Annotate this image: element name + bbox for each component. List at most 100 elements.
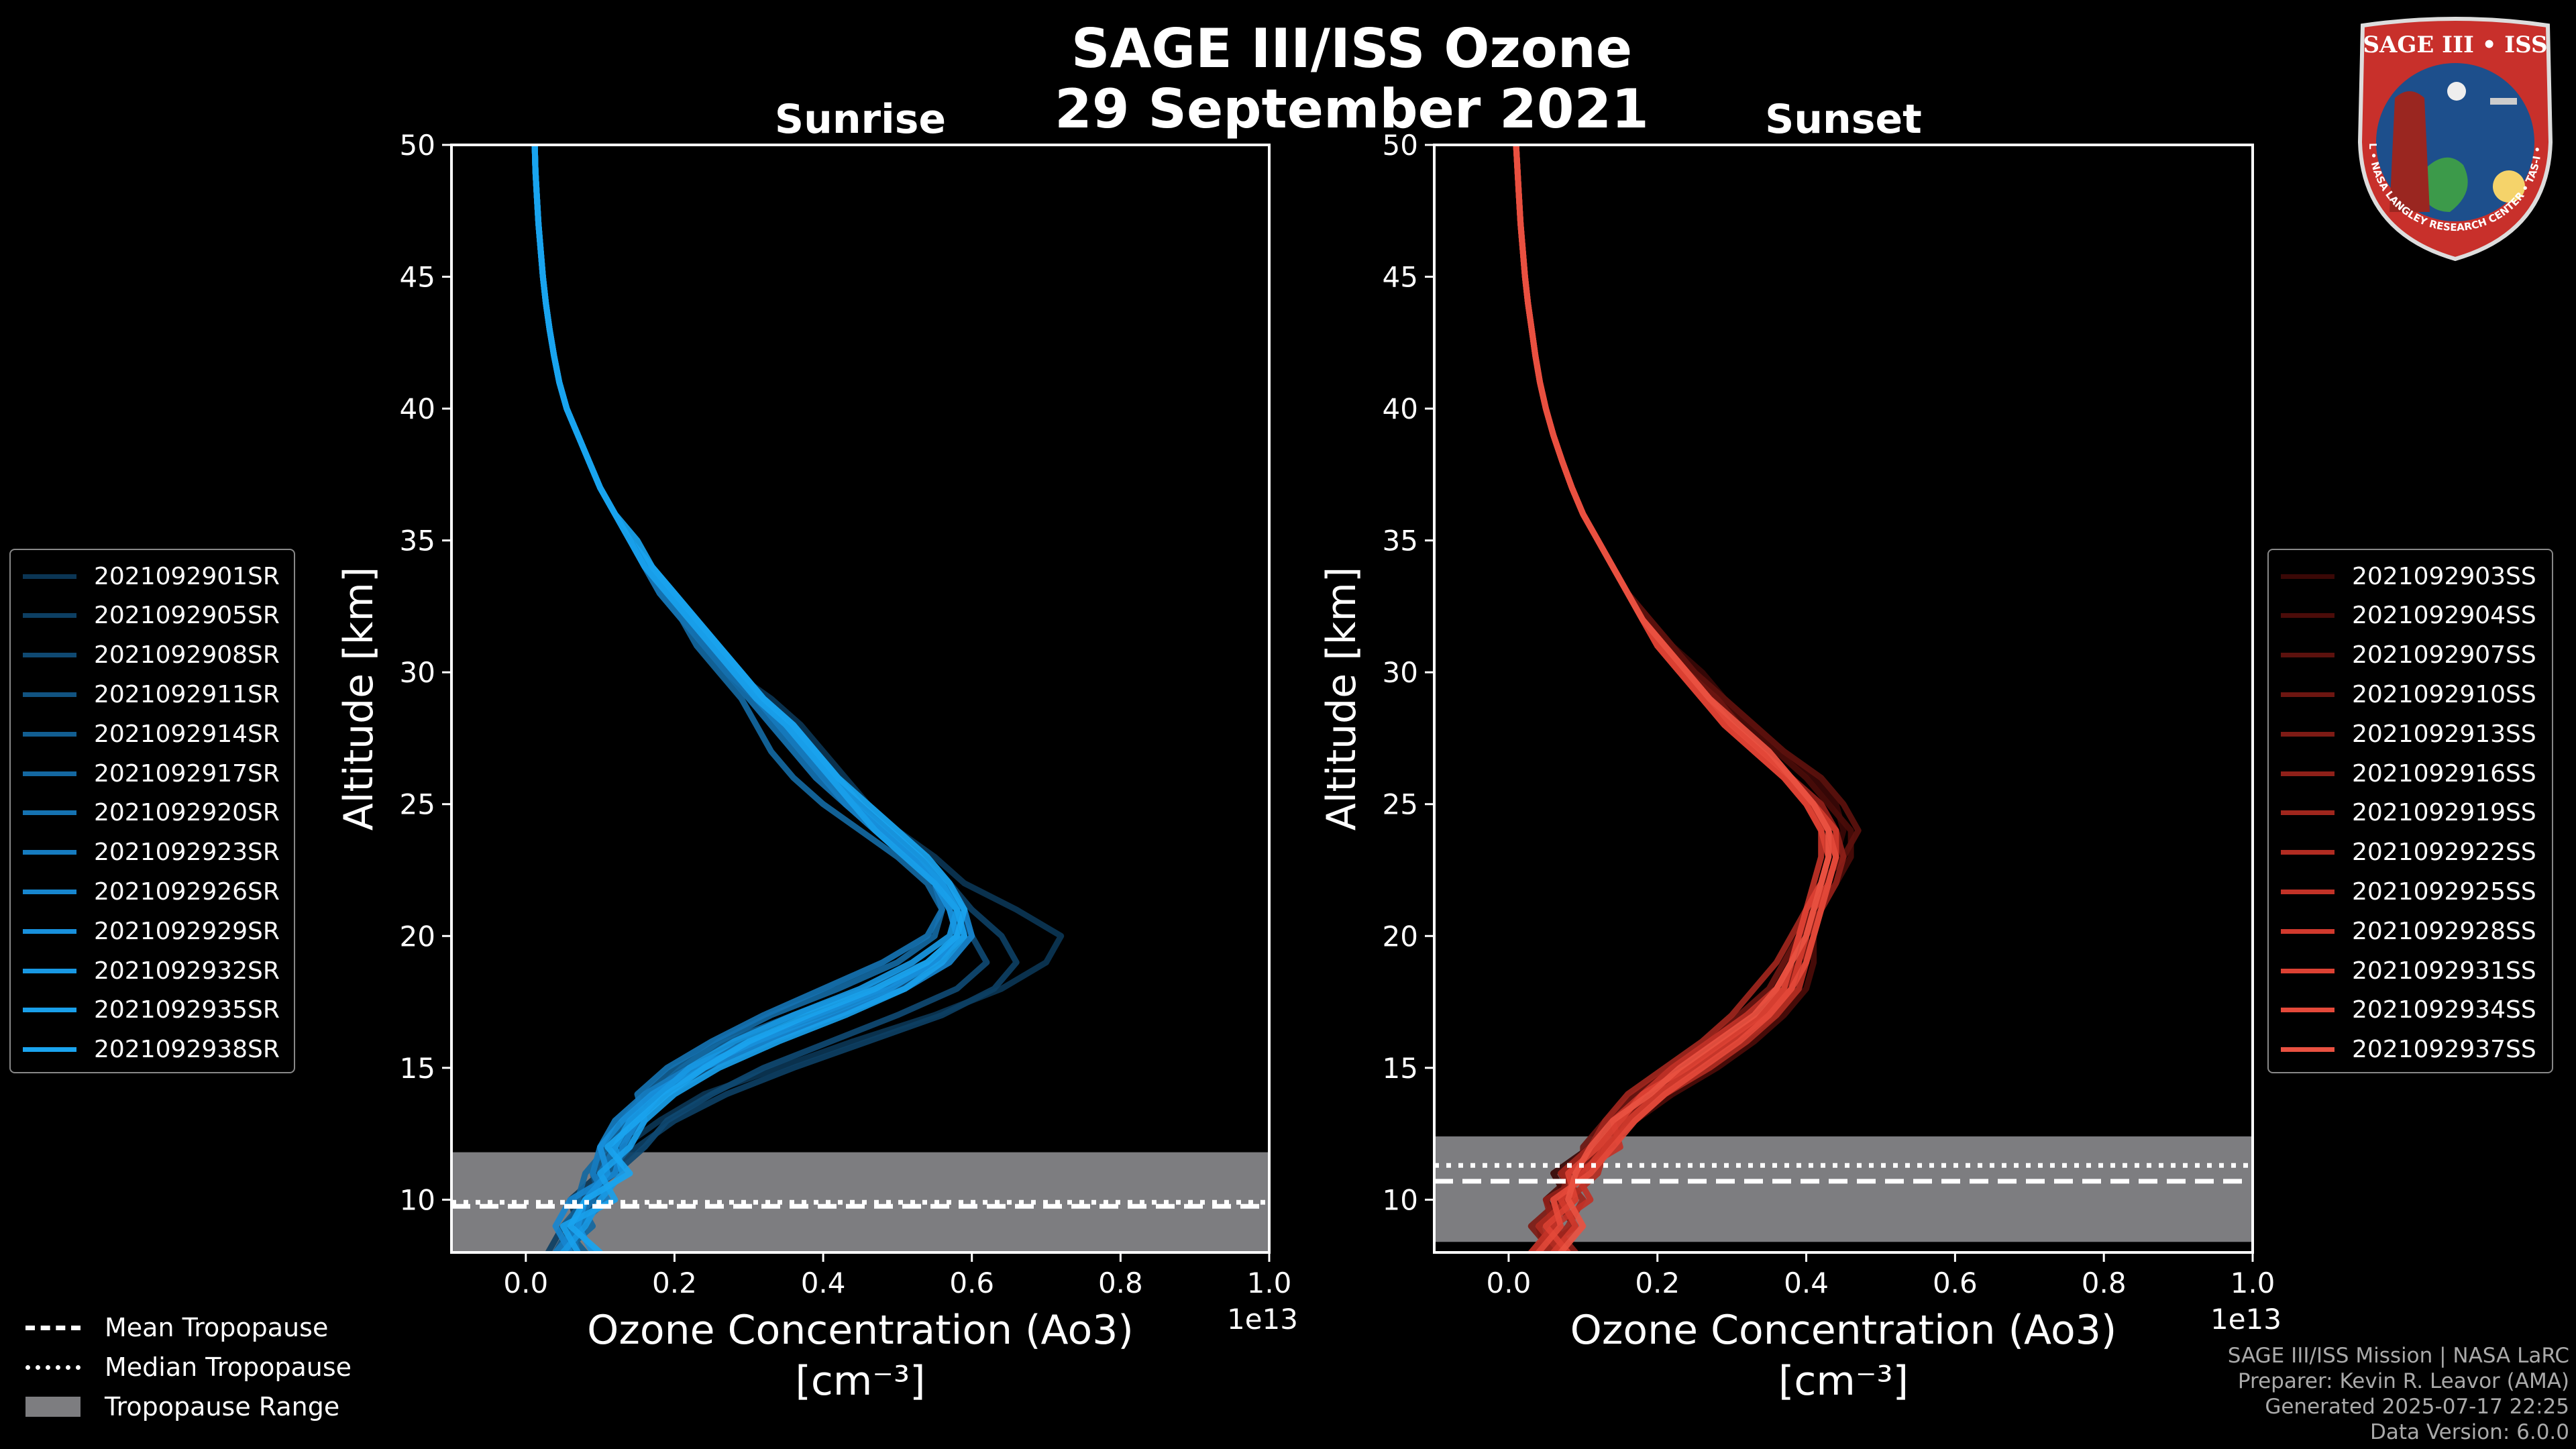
legend-label: 2021092914SR — [94, 720, 280, 748]
legend-label: 2021092916SS — [2352, 759, 2536, 788]
legend-swatch — [23, 613, 76, 619]
legend-swatch — [23, 810, 76, 816]
sunrise-series-group — [531, 145, 1065, 1252]
footer-credits: SAGE III/ISS Mission | NASA LaRC Prepare… — [2228, 1343, 2569, 1445]
legend-label: 2021092910SS — [2352, 680, 2536, 708]
sunset-legend: 2021092903SS 2021092904SS 2021092907SS 2021… — [2267, 549, 2553, 1073]
sunrise-ytick-label: 15 — [400, 1052, 435, 1085]
legend-swatch — [23, 968, 76, 973]
sunrise-series-2021092901SR — [531, 145, 1065, 1252]
sunrise-ytick-label: 50 — [400, 129, 435, 162]
legend-swatch — [2281, 968, 2334, 973]
sunrise-xtick-label: 0.2 — [652, 1267, 697, 1299]
sunset-xtick-label: 0.6 — [1933, 1267, 1978, 1299]
footer-preparer: Preparer: Kevin R. Leavor (AMA) — [2237, 1369, 2569, 1393]
legend-item-2021092911SR: 2021092911SR — [11, 675, 280, 714]
legend-range-label: Tropopause Range — [105, 1392, 340, 1421]
legend-label: 2021092931SS — [2352, 957, 2536, 985]
legend-swatch — [2281, 771, 2334, 776]
sunset-ytick-label: 15 — [1383, 1052, 1418, 1085]
legend-item-2021092908SR: 2021092908SR — [11, 636, 280, 675]
legend-item-2021092929SR: 2021092929SR — [11, 912, 280, 951]
legend-item-2021092925SS: 2021092925SS — [2269, 872, 2536, 911]
legend-label: 2021092919SS — [2352, 799, 2536, 827]
legend-median-label: Median Tropopause — [105, 1352, 352, 1382]
sunset-ylabel: Altitude [km] — [1318, 567, 1365, 831]
sunset-ytick-label: 30 — [1383, 656, 1418, 689]
sunset-series-2021092937SS — [1513, 145, 1832, 1252]
sunset-xtick-label: 0.8 — [2082, 1267, 2127, 1299]
sunrise-ytick-label: 25 — [400, 788, 435, 821]
legend-item-2021092938SR: 2021092938SR — [11, 1030, 280, 1069]
legend-label: 2021092935SR — [94, 996, 280, 1024]
legend-swatch — [23, 1008, 76, 1013]
sunset-ytick-label: 45 — [1383, 261, 1418, 294]
logo-sun — [2493, 170, 2525, 203]
legend-item-2021092935SR: 2021092935SR — [11, 991, 280, 1030]
main-title: SAGE III/ISS Ozone 29 September 2021 — [0, 19, 2576, 140]
legend-median-tropopause: Median Tropopause — [25, 1348, 352, 1387]
legend-swatch — [23, 889, 76, 894]
logo-landmass — [2416, 157, 2468, 212]
legend-swatch — [23, 653, 76, 658]
logo-figure — [2390, 91, 2430, 212]
legend-item-2021092901SR: 2021092901SR — [11, 557, 280, 596]
sunset-xlabel: Ozone Concentration (Ao3) — [1570, 1307, 2117, 1354]
legend-swatch — [2281, 574, 2334, 579]
legend-item-2021092926SR: 2021092926SR — [11, 872, 280, 911]
dotted-line-swatch — [25, 1364, 80, 1370]
dashed-line-swatch — [25, 1325, 80, 1330]
legend-swatch — [23, 850, 76, 855]
legend-label: 2021092901SR — [94, 562, 280, 590]
sunrise-ytick-label: 45 — [400, 261, 435, 294]
sunset-axes-frame — [1433, 144, 2254, 1254]
legend-item-2021092920SR: 2021092920SR — [11, 794, 280, 833]
sunset-xtick-label: 1.0 — [2231, 1267, 2275, 1299]
gray-patch-swatch — [25, 1397, 80, 1417]
footer-version: Data Version: 6.0.0 — [2369, 1420, 2569, 1444]
legend-item-2021092919SS: 2021092919SS — [2269, 794, 2536, 833]
sunset-title: Sunset — [1765, 96, 1922, 143]
legend-item-2021092922SS: 2021092922SS — [2269, 833, 2536, 872]
sunset-panel: 0.0 0.2 0.4 0.6 0.8 1.0 10 15 20 25 30 35 40 45 50 Suns… — [1318, 96, 2282, 1405]
sunrise-title: Sunrise — [775, 96, 946, 143]
legend-item-2021092917SR: 2021092917SR — [11, 754, 280, 793]
legend-item-2021092928SS: 2021092928SS — [2269, 912, 2536, 951]
sunrise-ytick-label: 35 — [400, 525, 435, 557]
title-line-2: 29 September 2021 — [1055, 78, 1649, 140]
legend-swatch — [23, 1047, 76, 1053]
sunrise-series-2021092938SR — [531, 145, 968, 1252]
legend-label: 2021092903SS — [2352, 562, 2536, 590]
logo-station — [2490, 98, 2517, 105]
legend-label: 2021092922SS — [2352, 839, 2536, 867]
sunrise-legend: 2021092901SR 2021092905SR 2021092908SR 2021… — [9, 549, 295, 1073]
legend-swatch — [2281, 1047, 2334, 1053]
legend-item-2021092937SS: 2021092937SS — [2269, 1030, 2536, 1069]
legend-item-2021092907SS: 2021092907SS — [2269, 636, 2536, 675]
legend-label: 2021092908SR — [94, 641, 280, 669]
sunset-xtick-label: 0.4 — [1784, 1267, 1829, 1299]
sunset-ytick-label: 20 — [1383, 920, 1418, 953]
legend-label: 2021092926SR — [94, 877, 280, 906]
legend-label: 2021092929SR — [94, 917, 280, 945]
legend-item-2021092913SS: 2021092913SS — [2269, 714, 2536, 753]
sunset-xunit: [cm⁻³] — [1778, 1358, 1909, 1405]
title-line-1: SAGE III/ISS Ozone — [1071, 17, 1633, 80]
sunrise-offset-label: 1e13 — [1227, 1303, 1298, 1336]
legend-item-2021092932SR: 2021092932SR — [11, 951, 280, 990]
legend-item-2021092910SS: 2021092910SS — [2269, 675, 2536, 714]
legend-label: 2021092920SR — [94, 799, 280, 827]
sunrise-xtick-label: 0.0 — [503, 1267, 548, 1299]
sunset-series-group — [1513, 145, 1862, 1252]
legend-item-2021092916SS: 2021092916SS — [2269, 754, 2536, 793]
legend-item-2021092903SS: 2021092903SS — [2269, 557, 2536, 596]
legend-label: 2021092932SR — [94, 957, 280, 985]
sunset-xtick-label: 0.0 — [1487, 1267, 1532, 1299]
logo-moon — [2447, 82, 2466, 101]
sunset-xtick-label: 0.2 — [1635, 1267, 1680, 1299]
legend-mean-tropopause: Mean Tropopause — [25, 1308, 328, 1347]
sunrise-ylabel: Altitude [km] — [335, 567, 382, 831]
sunrise-xtick-label: 0.8 — [1098, 1267, 1143, 1299]
legend-label: 2021092938SR — [94, 1036, 280, 1064]
